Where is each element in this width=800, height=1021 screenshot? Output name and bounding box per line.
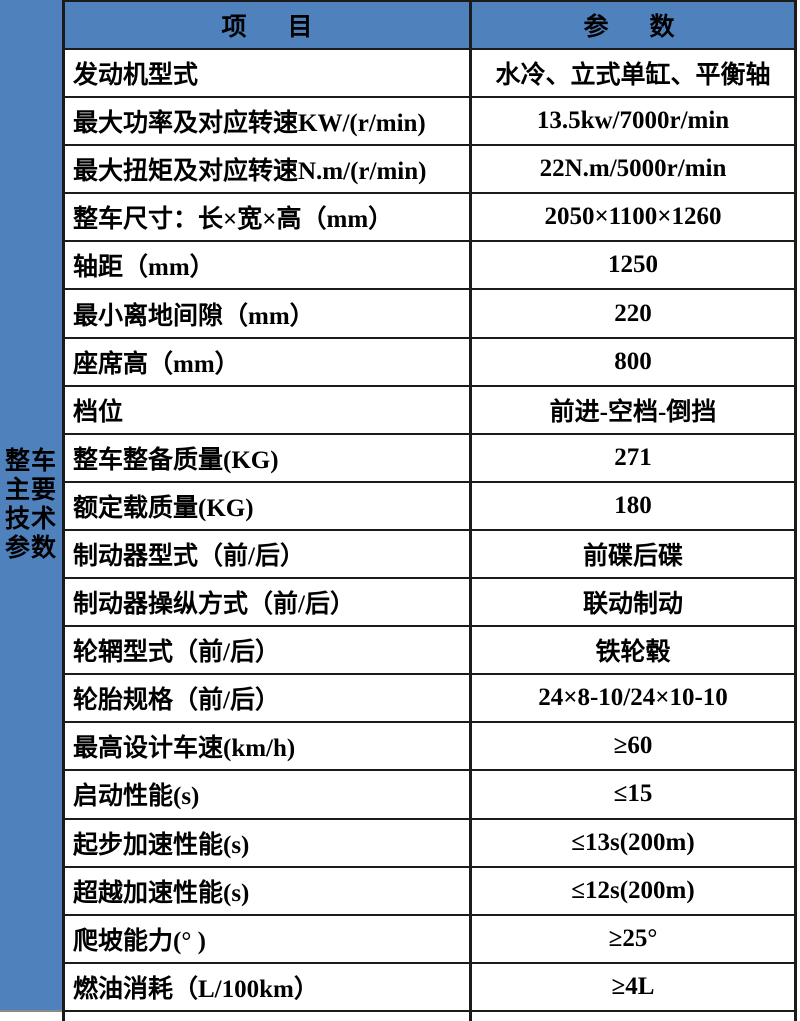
row-label: 整车整备质量(KG) [65, 434, 472, 481]
side-label-line: 整车 [4, 448, 57, 475]
table-row: 超越加速性能(s) ≤12s(200m) [65, 867, 794, 916]
row-value: ≥60 [613, 732, 653, 760]
row-value: 铁轮毂 [595, 639, 671, 667]
header-param-cell: 参 数 [583, 14, 683, 41]
row-label: 启动性能(s) [65, 771, 472, 818]
spec-table: 项 目 参 数 发动机型式 水冷、立式单缸、平衡轴 最大功率及对应转速KW/(r/m… [62, 0, 797, 1021]
header-item-cell: 项 目 [65, 2, 472, 48]
table-body: 发动机型式 水冷、立式单缸、平衡轴 最大功率及对应转速KW/(r/min) 13.5k… [65, 50, 794, 1012]
row-label: 档位 [65, 386, 472, 433]
row-value: 1250 [608, 251, 658, 279]
row-label: 最大扭矩及对应转速N.m/(r/min) [65, 146, 472, 193]
table-row: 起步加速性能(s) ≤13s(200m) [65, 819, 794, 868]
row-value: 800 [614, 347, 652, 375]
row-value: 271 [614, 443, 652, 471]
table-row: 最大扭矩及对应转速N.m/(r/min) 22N.m/5000r/min [65, 146, 794, 195]
side-category-label: 整车 主要 技术 参数 [5, 447, 57, 563]
table-row: 轴距（mm） 1250 [65, 242, 794, 291]
row-value: 220 [614, 299, 652, 327]
row-label: 发动机型式 [65, 50, 472, 97]
table-row: 整车整备质量(KG) 271 [65, 434, 794, 483]
row-label: 制动器型式（前/后） [65, 530, 472, 578]
row-value: 24×8-10/24×10-10 [538, 684, 728, 712]
row-value: 13.5kw/7000r/min [536, 107, 730, 135]
table-row: 爬坡能力(° ) ≥25° [65, 915, 794, 964]
table-row: 轮胎规格（前/后） 24×8-10/24×10-10 [65, 675, 794, 724]
table-row: 最小离地间隙（mm） 220 [65, 290, 794, 339]
row-value: 22N.m/5000r/min [539, 155, 727, 183]
table-row: 最高设计车速(km/h) ≥60 [65, 723, 794, 772]
row-value: ≤15 [613, 780, 653, 808]
table-row: 额定载质量(KG) 180 [65, 482, 794, 531]
row-value: 联动制动 [582, 591, 683, 619]
row-label: 超越加速性能(s) [65, 867, 472, 914]
side-label-line: 主要 [4, 477, 57, 504]
row-label: 制动器操纵方式（前/后） [65, 579, 472, 626]
table-row: 启动性能(s) ≤15 [65, 771, 794, 820]
row-label: 最大功率及对应转速KW/(r/min) [65, 98, 472, 145]
row-label: 轮胎规格（前/后） [65, 675, 472, 722]
side-category-cell: 整车 主要 技术 参数 [0, 0, 62, 1012]
row-value: 2050×1100×1260 [544, 203, 722, 231]
row-label: 轴距（mm） [65, 242, 472, 289]
row-label: 起步加速性能(s) [65, 819, 472, 866]
row-label: 额定载质量(KG) [65, 482, 472, 529]
table-header-row: 项 目 参 数 [65, 2, 794, 50]
table-row: 整车尺寸：长×宽×高（mm） 2050×1100×1260 [65, 194, 794, 243]
row-label: 燃油消耗（L/100km） [65, 963, 472, 1010]
row-value: 前碟后碟 [582, 542, 683, 570]
table-row: 制动器型式（前/后） 前碟后碟 [65, 530, 794, 580]
table-row: 发动机型式 水冷、立式单缸、平衡轴 [65, 50, 794, 99]
table-row: 座席高（mm） 800 [65, 338, 794, 387]
partial-row-value-cell [472, 1012, 794, 1021]
table-row: 制动器操纵方式（前/后） 联动制动 [65, 579, 794, 628]
row-value: ≥25° [608, 924, 658, 952]
row-label: 最小离地间隙（mm） [65, 290, 472, 337]
partial-next-row [65, 1012, 794, 1021]
table-row: 轮辋型式（前/后） 铁轮毂 [65, 627, 794, 676]
row-value: ≤12s(200m) [571, 876, 695, 904]
row-value: 前进-空档-倒挡 [549, 398, 717, 426]
row-value: 水冷、立式单缸、平衡轴 [495, 62, 771, 90]
table-row: 最大功率及对应转速KW/(r/min) 13.5kw/7000r/min [65, 98, 794, 147]
table-row: 燃油消耗（L/100km） ≥4L [65, 963, 794, 1012]
row-label: 最高设计车速(km/h) [65, 723, 472, 770]
row-value: ≤13s(200m) [571, 828, 695, 856]
row-label: 座席高（mm） [65, 338, 472, 385]
row-label: 整车尺寸：长×宽×高（mm） [65, 194, 472, 241]
row-label: 轮辋型式（前/后） [65, 627, 472, 674]
row-value: 180 [614, 491, 652, 519]
row-value: ≥4L [611, 972, 655, 1000]
row-label: 爬坡能力(° ) [65, 915, 472, 962]
table-row: 档位 前进-空档-倒挡 [65, 386, 794, 435]
partial-row-label-cell [65, 1012, 472, 1021]
side-label-line: 技术 [4, 506, 57, 533]
side-label-line: 参数 [4, 535, 57, 562]
